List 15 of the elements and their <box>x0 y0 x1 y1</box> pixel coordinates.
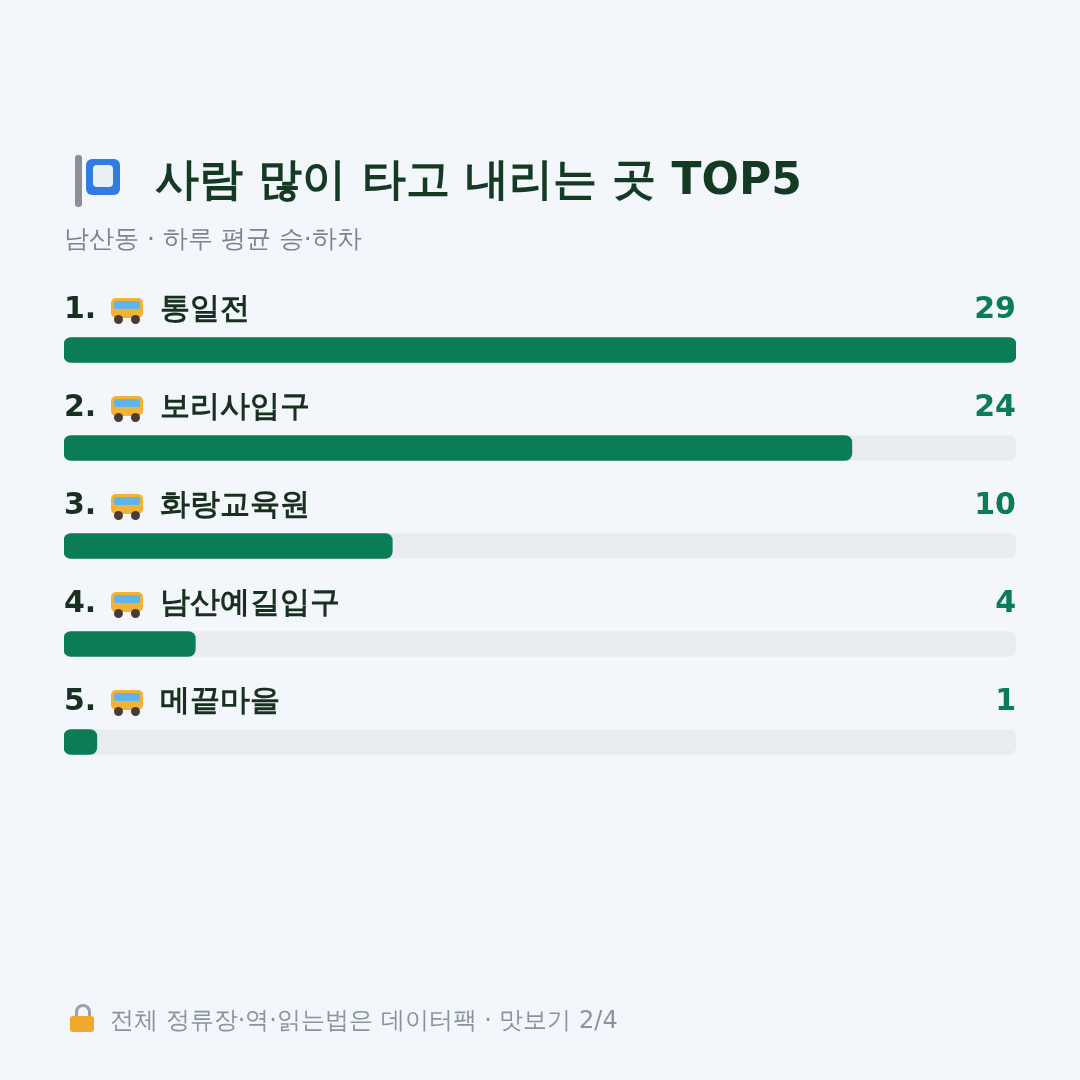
bar <box>64 729 98 755</box>
category-label: 2. 보리사입구 <box>64 387 311 423</box>
category-label: 5. 메끝마을 <box>64 681 281 717</box>
data-label: 1 <box>995 681 1016 717</box>
category-label: 4. 남산예길입구 <box>64 583 341 619</box>
chart-title: 사람 많이 타고 내리는 곳 TOP5 <box>155 152 802 206</box>
category-label: 3. 화랑교육원 <box>64 485 311 521</box>
category-label: 1. 통일전 <box>64 289 251 325</box>
bar <box>64 631 196 657</box>
data-label: 24 <box>974 387 1016 423</box>
data-label: 10 <box>974 485 1016 521</box>
data-label: 29 <box>974 289 1016 325</box>
data-label: 4 <box>995 583 1016 619</box>
chart-subtitle: 남산동 · 하루 평균 승·하차 <box>64 223 362 255</box>
text: 전체 정류장·역·읽는법은 데이터팩 · 맛보기 2/4 <box>110 1005 618 1036</box>
